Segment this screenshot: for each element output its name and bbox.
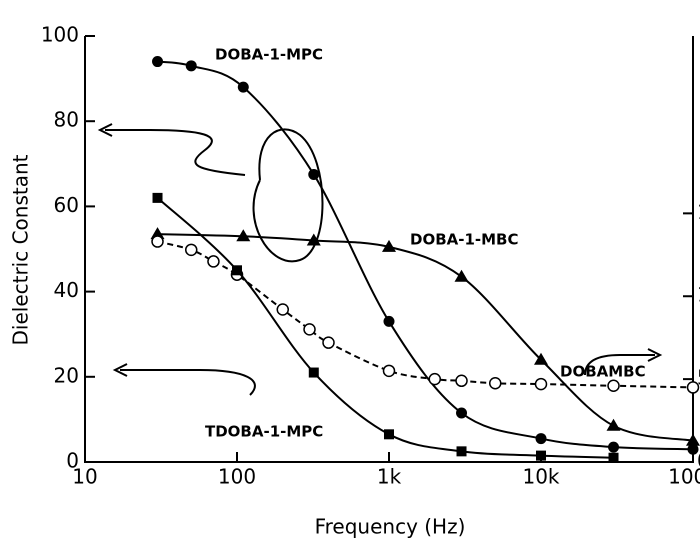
point [687, 443, 699, 455]
point [536, 450, 546, 461]
point [236, 229, 251, 242]
x-tick-label: 1k [377, 465, 402, 489]
arrowhead [647, 348, 663, 362]
arrow [120, 369, 256, 396]
point [150, 227, 165, 240]
point [607, 379, 620, 393]
arrowhead [97, 123, 113, 137]
point [303, 323, 316, 336]
y-tick-label: 80 [54, 108, 79, 132]
point [276, 303, 290, 316]
y2-tick-label: 15 [697, 200, 700, 224]
y2-tick-label: 10 [697, 283, 700, 307]
point [608, 452, 619, 463]
series-label: DOBA-1-MBC [410, 231, 519, 249]
point [207, 255, 220, 268]
point [382, 239, 396, 252]
point [456, 446, 467, 457]
point [322, 336, 335, 349]
point [382, 364, 396, 378]
series-label: TDOBA-1-MPC [205, 423, 323, 441]
point [308, 367, 319, 378]
y-tick-label: 20 [54, 363, 79, 387]
point [454, 269, 469, 282]
point [237, 81, 249, 93]
point [606, 418, 621, 431]
point [428, 372, 442, 386]
y2-tick-label: 5 [697, 366, 700, 390]
point [308, 168, 320, 180]
point [384, 429, 394, 440]
x-tick-label: 100 [218, 465, 256, 489]
point [383, 315, 395, 327]
x-tick-label: 10k [522, 465, 559, 489]
arrowhead [112, 363, 128, 377]
y-tick-label: 100 [41, 23, 79, 47]
y2-tick-label: 0 [697, 449, 700, 473]
y-tick-label: 60 [54, 193, 79, 217]
point [535, 433, 547, 445]
point [306, 233, 321, 246]
point [232, 265, 242, 276]
point [534, 377, 548, 391]
point [686, 381, 700, 394]
point [456, 407, 468, 419]
point [185, 60, 197, 72]
arrow [105, 129, 246, 176]
series-line [157, 233, 694, 442]
x-tick-label: 10 [72, 465, 97, 489]
y-tick-label: 0 [66, 449, 79, 473]
point [534, 352, 548, 365]
point [455, 374, 468, 388]
series-line [156, 197, 614, 459]
y-axis-label: Dielectric Constant [9, 154, 33, 345]
point [184, 243, 198, 257]
point [151, 235, 164, 248]
x-axis-label: Frequency (Hz) [315, 515, 466, 539]
series-label: DOBA-1-MPC [215, 46, 323, 64]
point [686, 433, 700, 446]
y-tick-label: 40 [54, 278, 79, 302]
point [488, 377, 502, 390]
point [152, 56, 164, 68]
point [152, 192, 163, 203]
point [608, 441, 620, 453]
x-tick-label: 100k [668, 465, 700, 489]
arrow [584, 354, 655, 376]
series-label: DOBAMBC [560, 363, 646, 381]
annotation-arrows [97, 123, 663, 396]
